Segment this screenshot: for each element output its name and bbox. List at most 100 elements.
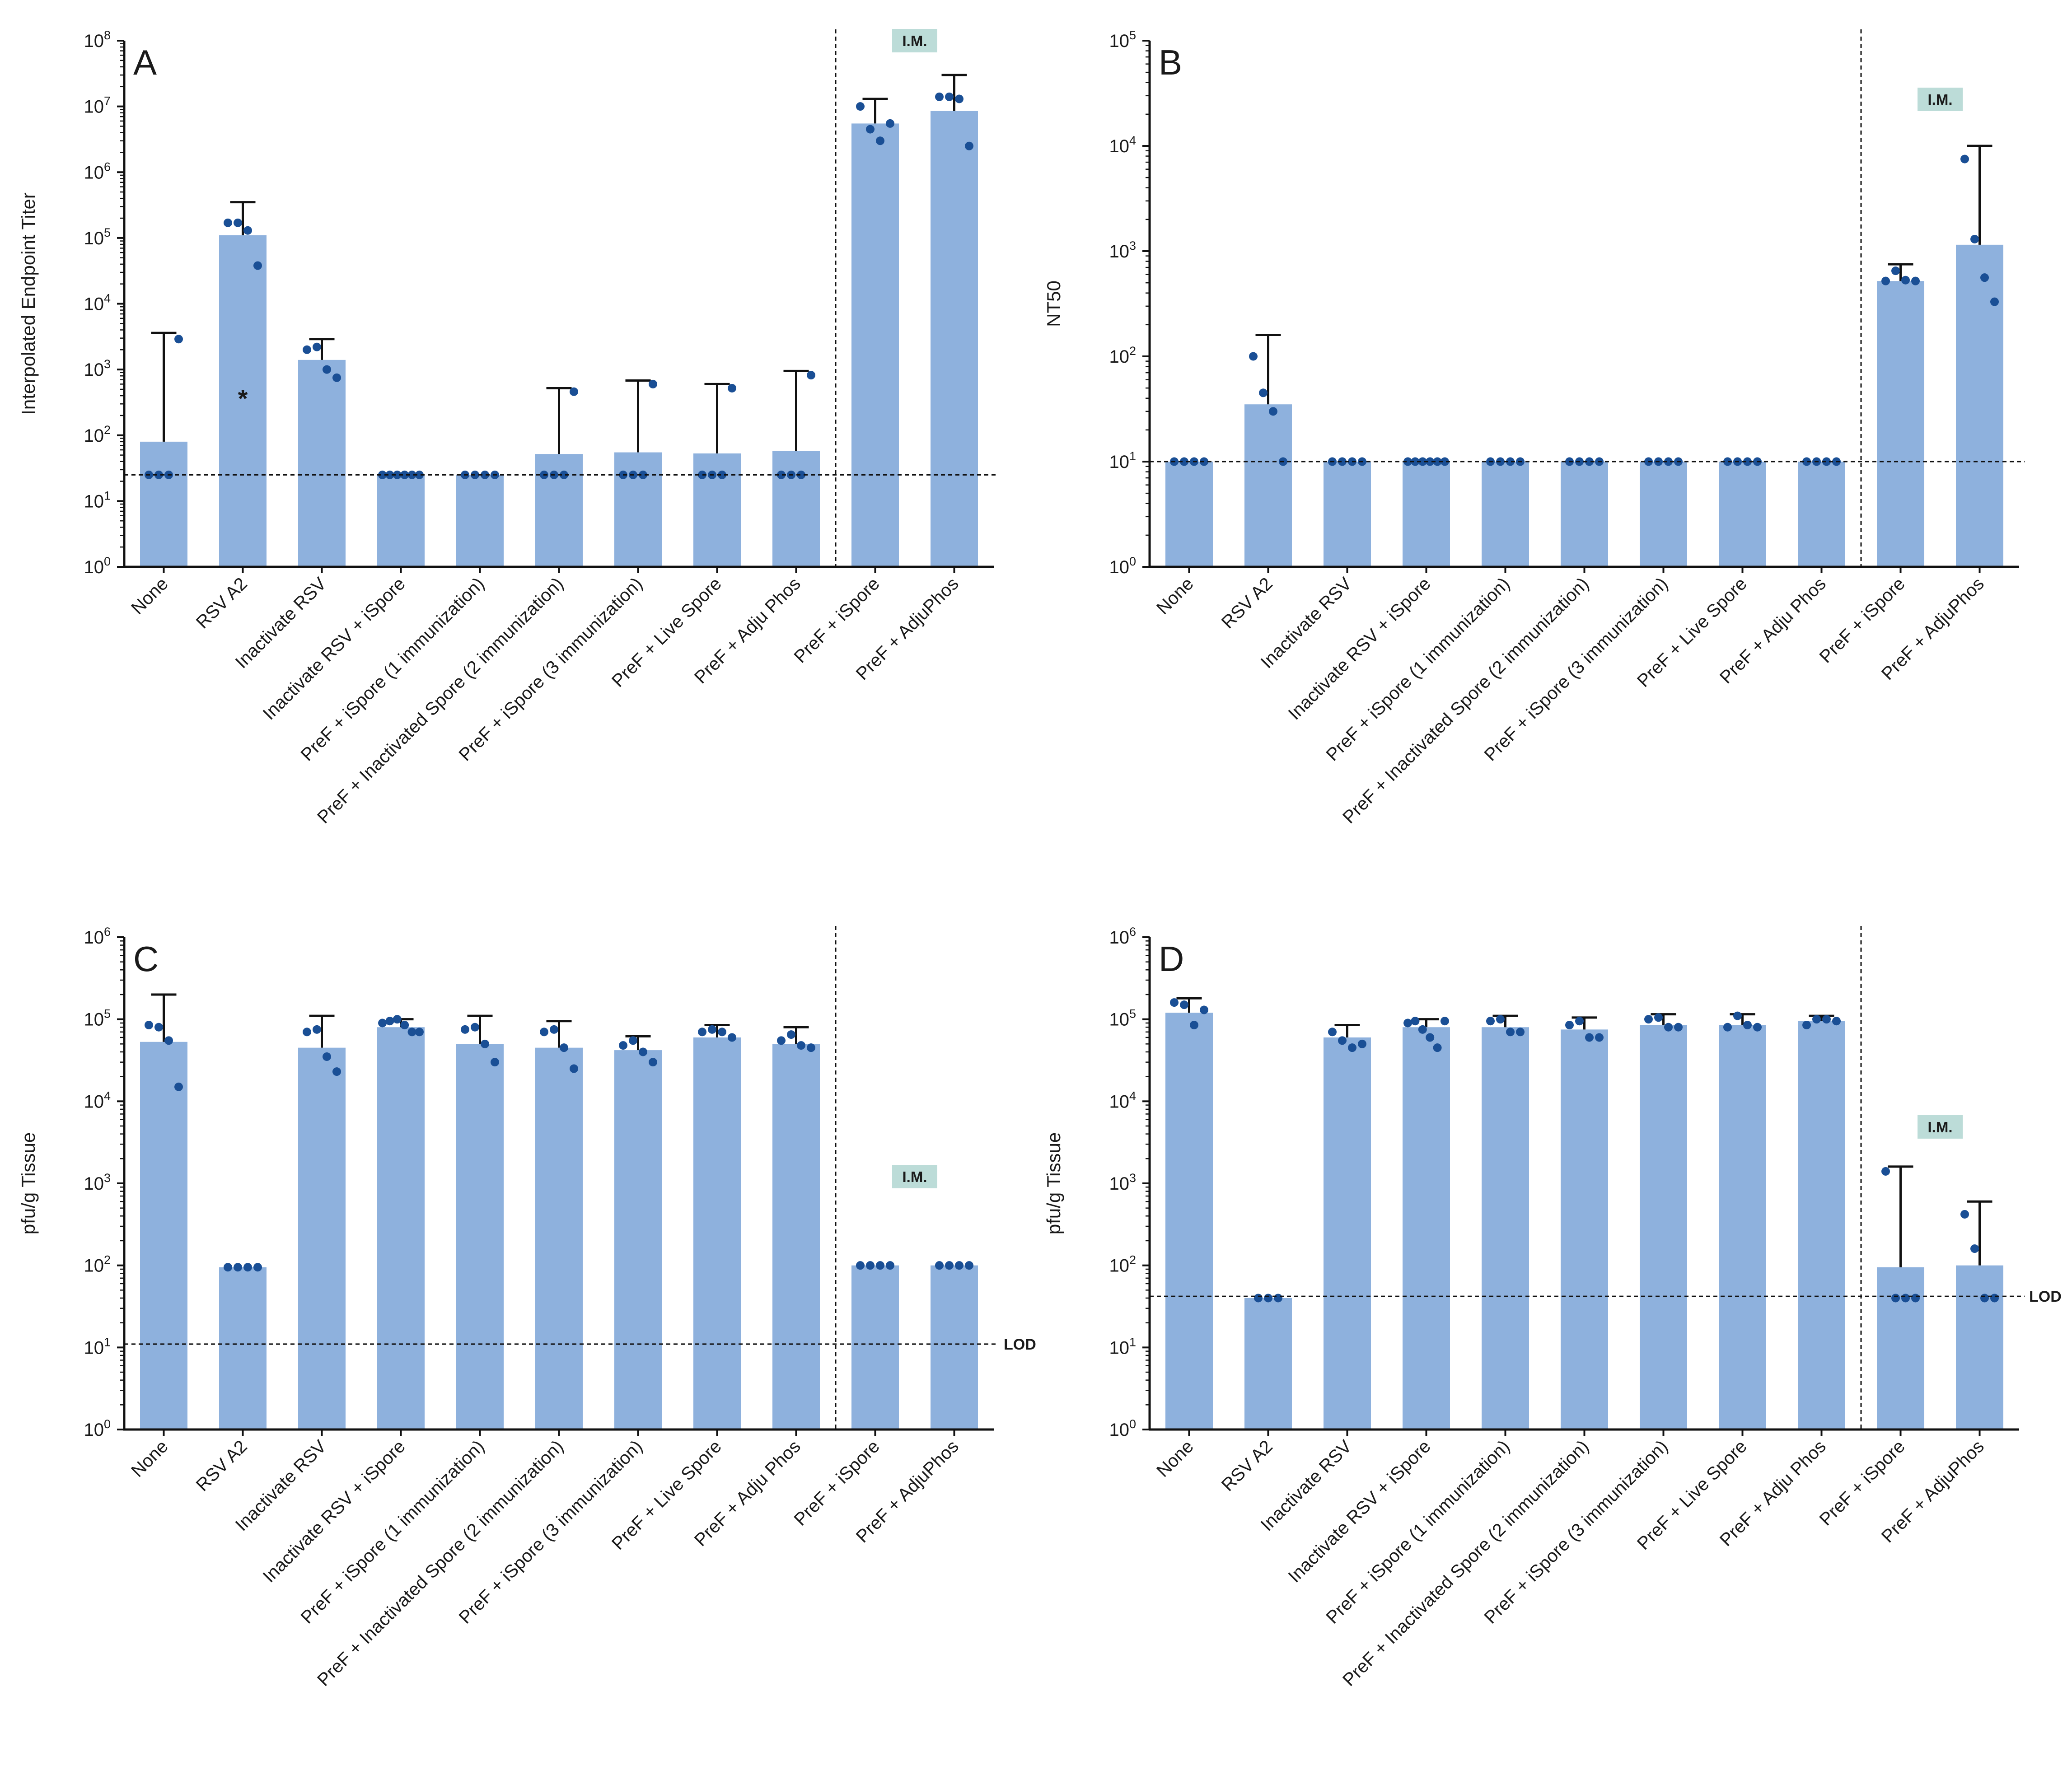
data-point bbox=[1595, 1033, 1604, 1042]
y-tick-label: 108 bbox=[84, 28, 111, 51]
bar-10 bbox=[1877, 281, 1924, 567]
panel-letter: B bbox=[1159, 42, 1182, 82]
data-point bbox=[797, 1041, 805, 1050]
bar-7 bbox=[614, 452, 662, 567]
data-point bbox=[560, 470, 568, 479]
data-point bbox=[570, 1064, 578, 1073]
category-label: None bbox=[1153, 574, 1197, 618]
bar-8 bbox=[693, 1037, 741, 1430]
bar-2 bbox=[219, 235, 267, 567]
category-label: Inactivate RSV + iSpore bbox=[1285, 1436, 1435, 1586]
data-point bbox=[481, 470, 489, 479]
bar-11 bbox=[931, 1265, 978, 1430]
data-point bbox=[1411, 457, 1420, 466]
y-tick-label: 101 bbox=[1109, 449, 1136, 472]
data-point bbox=[1426, 1033, 1435, 1042]
bar-9 bbox=[772, 1044, 820, 1430]
data-point bbox=[224, 1263, 232, 1272]
data-point bbox=[243, 226, 252, 235]
data-point bbox=[1585, 457, 1594, 466]
data-point bbox=[1911, 1294, 1920, 1303]
data-point bbox=[174, 335, 183, 344]
y-tick-label: 103 bbox=[84, 1171, 111, 1194]
data-point bbox=[1190, 1020, 1198, 1029]
data-point bbox=[955, 94, 964, 103]
data-point bbox=[1812, 1015, 1821, 1024]
im-badge bbox=[1918, 88, 1963, 111]
data-point bbox=[1901, 1294, 1910, 1303]
data-point bbox=[491, 1058, 499, 1067]
data-point bbox=[1180, 1000, 1188, 1009]
data-point bbox=[1269, 407, 1277, 416]
data-point bbox=[876, 1261, 884, 1270]
bar-6 bbox=[535, 1047, 583, 1430]
data-point bbox=[481, 1039, 489, 1048]
bar-3 bbox=[298, 1047, 346, 1430]
bar-8 bbox=[1719, 462, 1766, 567]
y-tick-label: 100 bbox=[84, 555, 111, 577]
bar-3 bbox=[298, 360, 346, 567]
y-tick-label: 105 bbox=[84, 226, 111, 248]
data-point bbox=[1901, 276, 1910, 285]
y-tick-label: 105 bbox=[1109, 28, 1136, 51]
y-tick-label: 100 bbox=[1109, 1417, 1136, 1440]
data-point bbox=[1418, 1025, 1427, 1034]
data-point bbox=[1891, 266, 1900, 276]
y-tick-label: 104 bbox=[1109, 134, 1136, 156]
data-point bbox=[886, 119, 894, 128]
data-point bbox=[935, 92, 944, 101]
data-point bbox=[1440, 1017, 1449, 1026]
data-point bbox=[1403, 1018, 1413, 1028]
bar-7 bbox=[1640, 1025, 1687, 1430]
im-label: I.M. bbox=[903, 33, 927, 49]
data-point bbox=[471, 1023, 479, 1032]
data-point bbox=[253, 261, 262, 270]
bar-4 bbox=[1403, 462, 1450, 567]
data-point bbox=[639, 470, 647, 479]
bar-11 bbox=[1956, 244, 2003, 567]
im-label: I.M. bbox=[903, 1168, 927, 1185]
bar-1 bbox=[1165, 462, 1213, 567]
data-point bbox=[1486, 1017, 1495, 1026]
data-point bbox=[234, 1263, 242, 1272]
data-point bbox=[866, 1261, 875, 1270]
data-point bbox=[332, 1067, 341, 1076]
data-point bbox=[332, 373, 341, 382]
y-tick-label: 104 bbox=[1109, 1089, 1136, 1112]
data-point bbox=[570, 387, 578, 396]
data-point bbox=[1960, 1210, 1969, 1219]
category-label: Inactivate RSV + iSpore bbox=[259, 1436, 409, 1586]
bar-6 bbox=[535, 454, 583, 567]
bar-4 bbox=[1403, 1027, 1450, 1430]
im-label: I.M. bbox=[1928, 91, 1953, 108]
data-point bbox=[639, 1047, 647, 1056]
data-point bbox=[323, 1052, 331, 1061]
bar-4 bbox=[377, 475, 425, 567]
data-point bbox=[965, 1261, 973, 1270]
data-point bbox=[1723, 457, 1732, 466]
data-point bbox=[1733, 1011, 1742, 1020]
y-axis-label: Interpolated Endpoint Titer bbox=[18, 192, 39, 415]
bar-6 bbox=[1561, 1029, 1608, 1430]
bar-8 bbox=[1719, 1025, 1766, 1430]
data-point bbox=[866, 125, 875, 134]
data-point bbox=[313, 1025, 321, 1034]
data-point bbox=[1980, 1294, 1989, 1303]
data-point bbox=[224, 218, 232, 227]
data-point bbox=[1200, 1005, 1208, 1014]
data-point bbox=[1970, 234, 1979, 243]
data-point bbox=[649, 379, 657, 388]
y-tick-label: 106 bbox=[1109, 925, 1136, 948]
data-point bbox=[649, 1058, 657, 1067]
data-point bbox=[1723, 1023, 1732, 1032]
y-tick-label: 107 bbox=[84, 94, 111, 117]
data-point bbox=[1433, 457, 1442, 466]
data-point bbox=[313, 342, 321, 351]
category-label: None bbox=[127, 1436, 172, 1481]
data-point bbox=[629, 1036, 637, 1045]
bar-9 bbox=[1798, 1021, 1845, 1430]
data-point bbox=[955, 1261, 964, 1270]
y-axis-label: NT50 bbox=[1043, 280, 1064, 327]
data-point bbox=[400, 470, 409, 479]
data-point bbox=[1274, 1294, 1282, 1303]
